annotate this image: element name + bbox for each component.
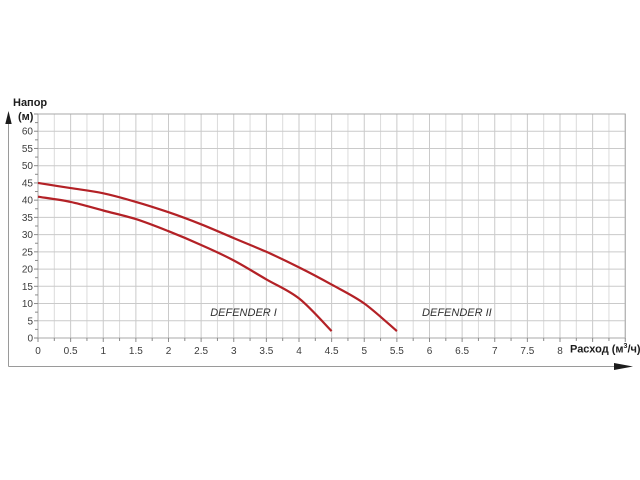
x-tick-label: 0 bbox=[35, 346, 41, 357]
y-tick-label: 50 bbox=[22, 161, 34, 172]
x-tick-label: 1 bbox=[100, 346, 106, 357]
x-tick-label: 3.5 bbox=[259, 346, 273, 357]
y-axis-unit-text: (м) bbox=[18, 111, 34, 123]
y-tick-label: 25 bbox=[22, 247, 34, 258]
y-tick-label: 30 bbox=[22, 230, 34, 241]
x-tick-label: 5.5 bbox=[390, 346, 404, 357]
x-tick-label: 8 bbox=[557, 346, 563, 357]
x-axis-title: Расход (м3/ч) bbox=[570, 343, 640, 356]
y-axis-title: Напор (м) bbox=[13, 96, 47, 124]
y-tick-label: 5 bbox=[27, 316, 33, 327]
curve-label-defender-ii: DEFENDER II bbox=[422, 307, 492, 319]
x-tick-label: 0.5 bbox=[64, 346, 78, 357]
x-tick-label: 6 bbox=[427, 346, 433, 357]
x-tick-label: 1.5 bbox=[129, 346, 143, 357]
y-axis-title-text: Напор bbox=[13, 97, 48, 109]
x-axis-title-text: Расход (м bbox=[570, 343, 624, 356]
x-tick-label: 3 bbox=[231, 346, 237, 357]
y-tick-label: 60 bbox=[22, 127, 34, 138]
x-tick-label: 4 bbox=[296, 346, 302, 357]
y-tick-label: 55 bbox=[22, 144, 34, 155]
y-tick-label: 0 bbox=[27, 334, 33, 345]
x-axis-title-superscript: 3 bbox=[623, 343, 628, 350]
x-tick-label: 5 bbox=[361, 346, 367, 357]
x-axis-arrow-head-icon bbox=[614, 363, 633, 370]
y-tick-label: 15 bbox=[22, 282, 34, 293]
x-tick-label: 2.5 bbox=[194, 346, 208, 357]
x-axis-title-unit: /ч) bbox=[627, 343, 640, 356]
x-tick-label: 6.5 bbox=[455, 346, 469, 357]
y-axis-arrow-head-icon bbox=[5, 111, 12, 124]
x-tick-label: 4.5 bbox=[325, 346, 339, 357]
curve-defender-i bbox=[37, 195, 333, 332]
y-tick-label: 40 bbox=[22, 196, 34, 207]
y-tick-label: 20 bbox=[22, 265, 34, 276]
curve-label-defender-i: DEFENDER I bbox=[210, 307, 277, 319]
y-tick-label: 35 bbox=[22, 213, 34, 224]
curve-defender-ii bbox=[37, 181, 398, 332]
x-tick-label: 7 bbox=[492, 346, 498, 357]
x-tick-label: 7.5 bbox=[520, 346, 534, 357]
y-tick-label: 10 bbox=[22, 299, 34, 310]
x-tick-label: 2 bbox=[166, 346, 172, 357]
y-tick-label: 45 bbox=[22, 178, 34, 189]
